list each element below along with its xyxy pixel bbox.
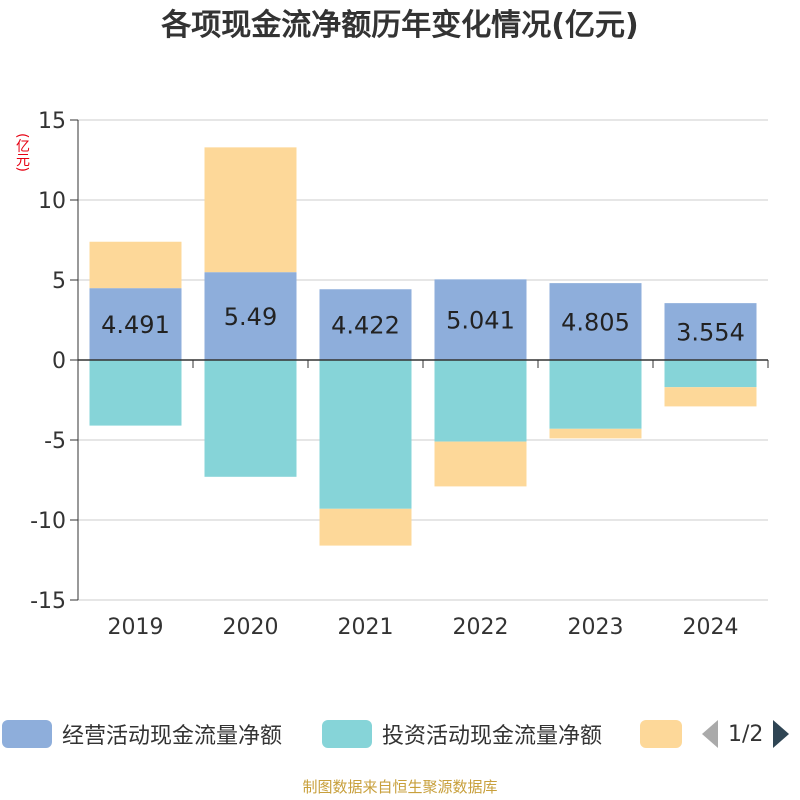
axes: 15 10 5 0 -5 -10 -15 2019 2020 2021 2022 2023 2024 [30,109,769,640]
y-tick-label: -15 [30,589,66,614]
legend-swatch-third [640,720,682,748]
data-label-2024: 3.554 [676,319,745,347]
y-tick-label: 10 [38,189,66,214]
bar-2019-series-1 [89,360,182,426]
data-label-2020: 5.49 [224,303,277,331]
bar-2022-series-0 [434,279,527,360]
bars [89,147,757,546]
pager-next-icon[interactable] [773,720,790,748]
pager-text: 1/2 [728,721,764,747]
x-tick-label-2024: 2024 [683,615,739,640]
legend-item-investing[interactable]: 投资活动现金流量净额 [322,716,602,752]
bar-2021-series-0 [319,289,412,360]
x-tick-label-2022: 2022 [453,615,509,640]
legend-item-third[interactable] [640,716,692,752]
bar-2022-series-1 [434,360,527,442]
bar-2022-series-2 [434,441,527,487]
legend-pager: 1/2 [702,716,790,752]
y-tick-label: -10 [30,509,66,534]
bar-2023-series-0 [549,283,642,360]
bar-2023-series-2 [549,428,642,439]
bar-2019-series-0 [89,288,182,360]
data-labels: 4.491 5.49 4.422 5.041 4.805 3.554 [101,303,745,346]
bar-2021-series-1 [319,360,412,509]
legend-item-operating[interactable]: 经营活动现金流量净额 [2,716,282,752]
y-tick-label: 0 [52,349,66,374]
bar-2024-series-2 [664,387,757,407]
bar-2020-series-2 [204,147,297,273]
legend-label-operating: 经营活动现金流量净额 [62,724,283,749]
legend-swatch-investing [322,720,372,748]
legend-swatch-operating [2,720,52,748]
x-tick-label-2023: 2023 [568,615,624,640]
bar-2024-series-0 [664,303,757,360]
y-tick-label: 5 [52,269,66,294]
bar-2020-series-0 [204,272,297,360]
bar-2024-series-1 [664,360,757,388]
x-tick-label-2019: 2019 [108,615,164,640]
data-label-2022: 5.041 [446,307,515,335]
bar-2021-series-2 [319,508,412,546]
bar-2020-series-1 [204,360,297,477]
legend: 经营活动现金流量净额 投资活动现金流量净额 [0,716,800,752]
data-label-2023: 4.805 [561,309,630,337]
bar-2019-series-2 [89,241,182,289]
x-tick-label-2021: 2021 [338,615,394,640]
y-tick-label: -5 [44,429,66,454]
chart-title: 各项现金流净额历年变化情况(亿元) [161,8,639,43]
pager-prev-icon[interactable] [702,720,718,748]
y-axis-unit: (亿元) [14,132,30,172]
data-label-2019: 4.491 [101,311,170,339]
legend-label-investing: 投资活动现金流量净额 [382,724,603,749]
source-footer: 制图数据来自恒生聚源数据库 [302,778,498,796]
x-tick-label-2020: 2020 [223,615,279,640]
data-label-2021: 4.422 [331,312,400,340]
y-tick-label: 15 [38,109,66,134]
bar-2023-series-1 [549,360,642,429]
